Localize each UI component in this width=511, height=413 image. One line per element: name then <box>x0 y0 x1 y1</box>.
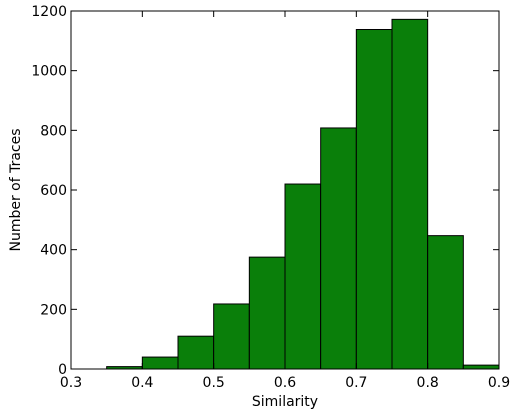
histogram-bar <box>177 335 215 370</box>
y-tick-label: 0 <box>58 362 67 378</box>
histogram-bar <box>248 256 286 370</box>
y-tick-label: 400 <box>40 243 67 259</box>
histogram-bar <box>355 28 393 370</box>
y-axis-label: Number of Traces <box>8 128 24 251</box>
histogram-bar <box>391 18 429 370</box>
x-ticks-group: 0.3 0.4 0.5 0.6 0.7 0.8 0.9 <box>60 11 510 391</box>
y-tick-label: 600 <box>40 183 67 199</box>
x-tick-label: 0.4 <box>131 375 153 391</box>
histogram-bar <box>462 364 500 370</box>
x-tick-label: 0.9 <box>488 375 510 391</box>
histogram-bar <box>320 127 357 370</box>
y-tick-label: 1200 <box>31 4 67 20</box>
y-ticks-group: 0 200 400 600 800 1000 1200 <box>31 4 499 378</box>
x-tick-label: 0.5 <box>203 375 225 391</box>
y-tick-label: 1000 <box>31 64 67 80</box>
histogram-bar <box>427 235 464 370</box>
histogram-bar <box>213 303 250 370</box>
x-axis-label: Similarity <box>252 394 318 410</box>
histogram-bar <box>284 183 322 370</box>
bars-group <box>106 18 500 370</box>
histogram-bar <box>141 356 179 370</box>
x-tick-label: 0.6 <box>274 375 296 391</box>
x-tick-label: 0.7 <box>345 375 367 391</box>
x-tick-label: 0.8 <box>417 375 439 391</box>
x-tick-label: 0.3 <box>60 375 82 391</box>
y-tick-label: 200 <box>40 302 67 318</box>
y-tick-label: 800 <box>40 123 67 139</box>
